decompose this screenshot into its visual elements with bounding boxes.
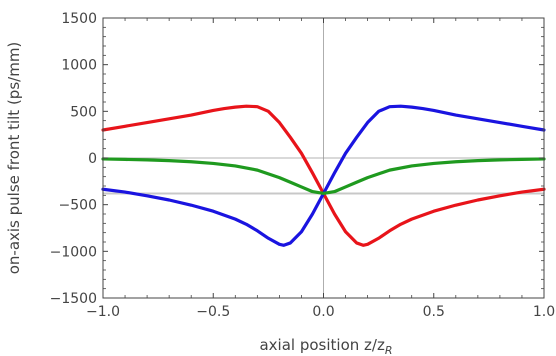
x-tick-label: 1.0 [533, 304, 555, 320]
y-tick-label: 0 [88, 151, 97, 167]
labels-layer: −1.0 −0.5 0.0 0.5 1.0 −1500 −1000 −500 0 500 1000 1… [50, 11, 555, 320]
axes-layer [102, 17, 545, 299]
x-axis-label-subscript: R [385, 344, 393, 356]
series-layer [101, 104, 546, 247]
y-axis-label: on-axis pulse front tilt (ps/mm) [5, 42, 23, 275]
x-tick-label: −1.0 [86, 304, 120, 320]
series-line-3 [101, 157, 546, 196]
x-tick-label: 0.5 [423, 304, 445, 320]
y-tick-label: −500 [59, 198, 97, 214]
x-axis-label: axial position z/zR [259, 336, 392, 356]
y-tick-label: 1500 [61, 11, 97, 27]
x-tick-label: −0.5 [196, 304, 230, 320]
x-tick-label: 0.0 [312, 304, 334, 320]
x-axis-label-main: axial position z/z [259, 336, 384, 354]
y-tick-label: 500 [70, 104, 97, 120]
y-tick-label: −1000 [50, 244, 97, 260]
y-tick-label: 1000 [61, 58, 97, 74]
grid-layer [103, 18, 544, 298]
y-tick-label: −1500 [50, 291, 97, 307]
